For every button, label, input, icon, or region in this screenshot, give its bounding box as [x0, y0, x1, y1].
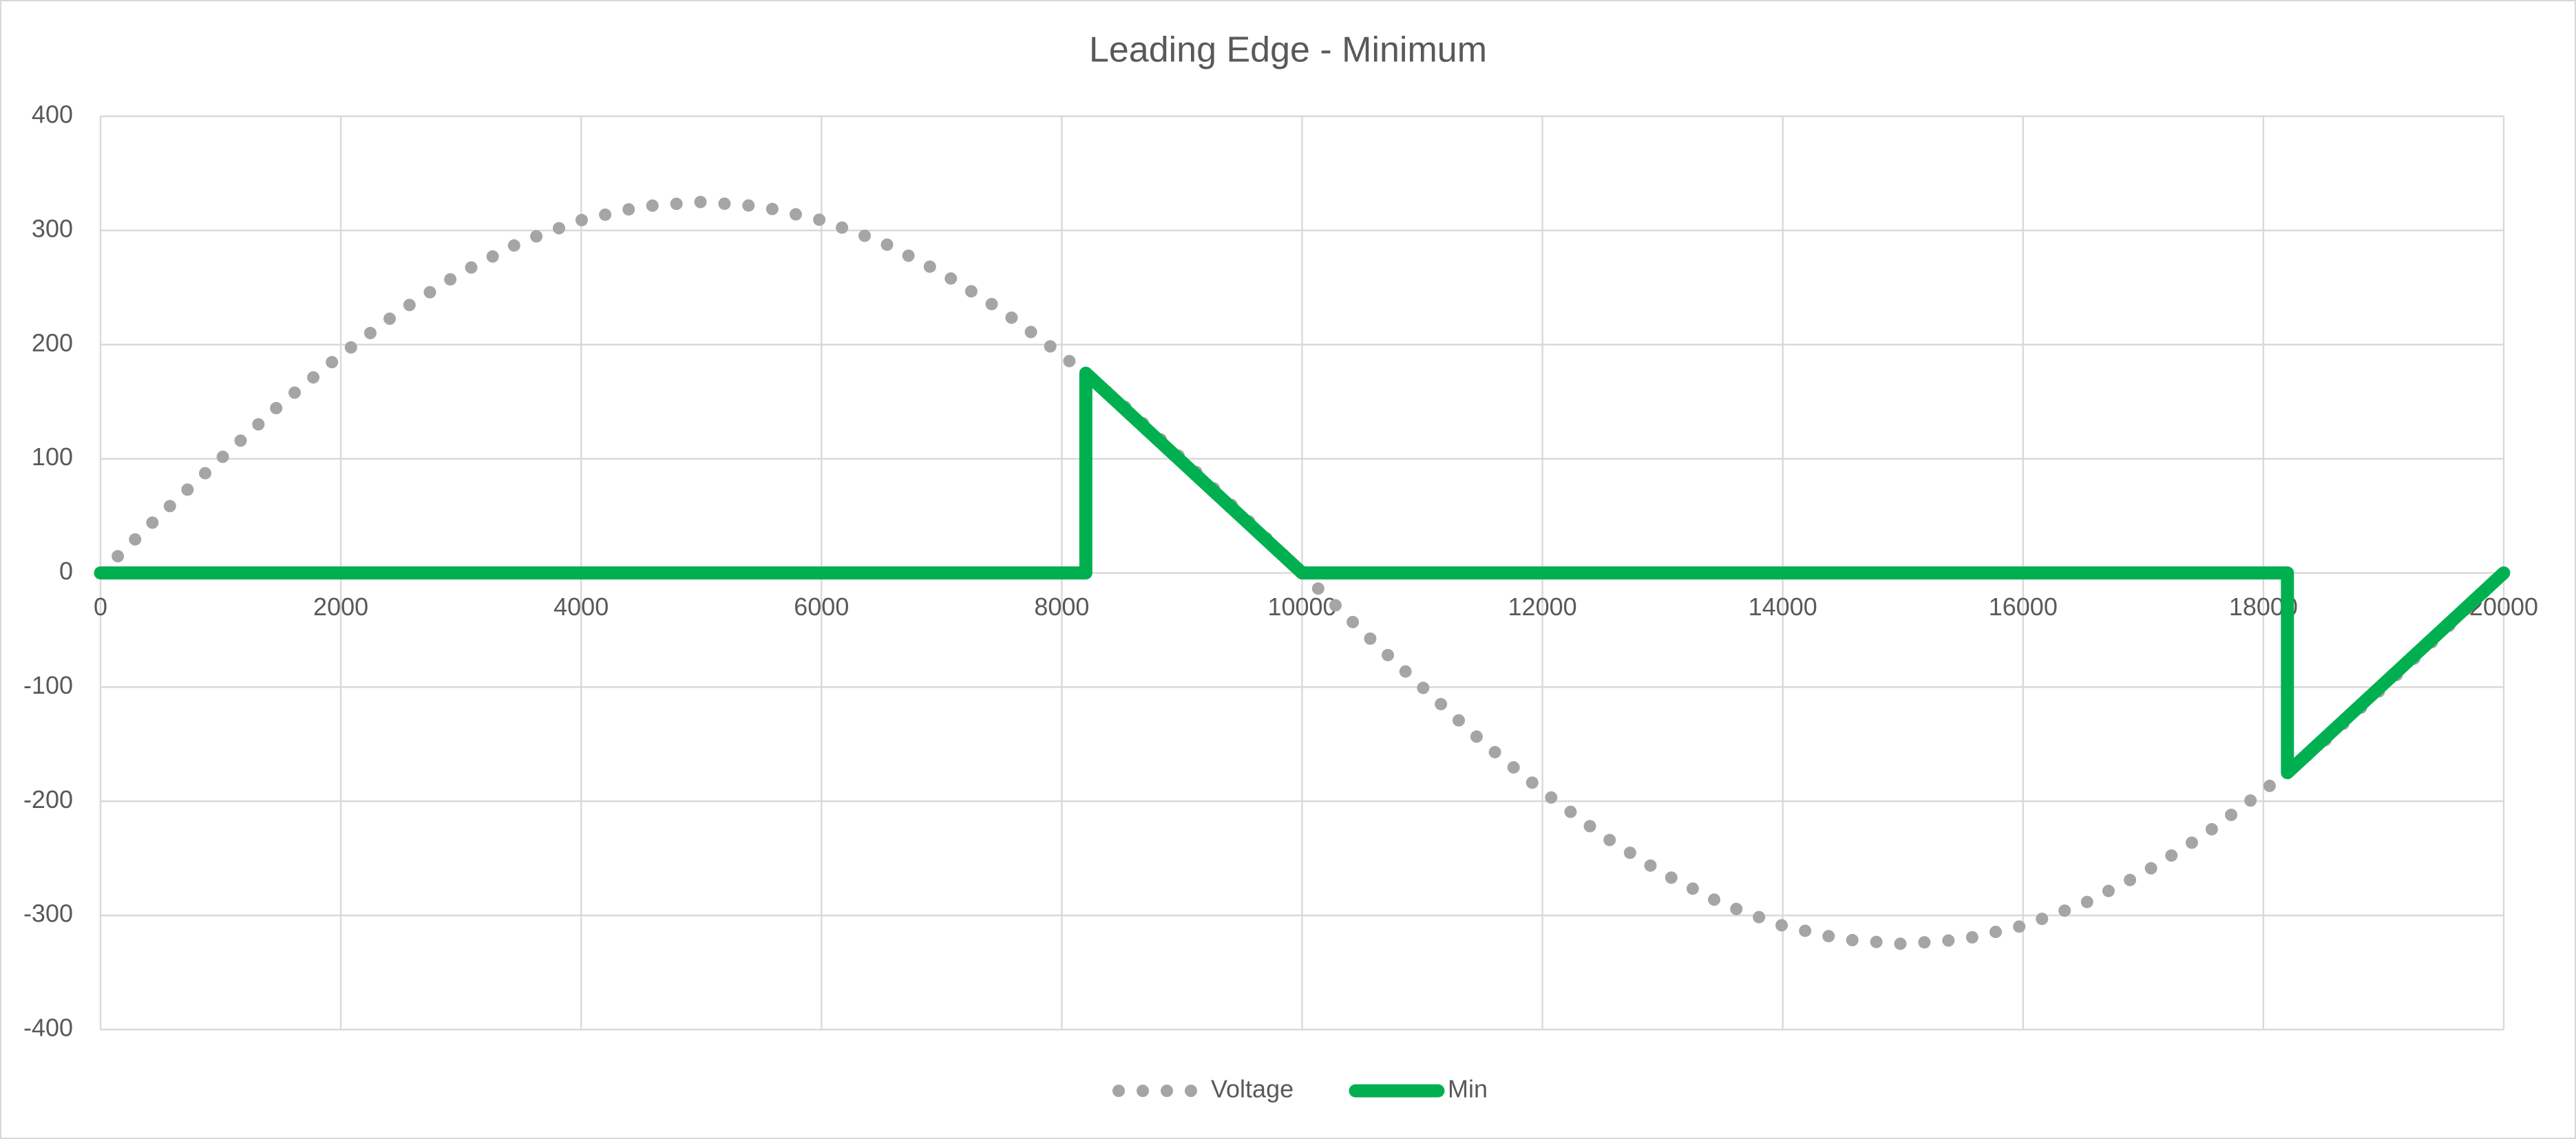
line-series — [94, 366, 2511, 780]
x-tick-label: 14000 — [1749, 593, 1817, 621]
y-tick-label: -400 — [23, 1014, 73, 1042]
x-tick-label: 16000 — [1989, 593, 2058, 621]
x-tick-label: 2000 — [313, 593, 368, 621]
y-tick-label: -300 — [23, 900, 73, 928]
y-tick-label: 300 — [32, 214, 73, 242]
y-tick-label: -200 — [23, 785, 73, 813]
x-tick-label: 6000 — [794, 593, 849, 621]
legend-label: Min — [1448, 1075, 1488, 1103]
y-tick-label: -100 — [23, 671, 73, 699]
x-tick-label: 8000 — [1034, 593, 1089, 621]
chart-title: Leading Edge - Minimum — [1089, 30, 1487, 70]
y-tick-label: 100 — [32, 443, 73, 471]
legend-label: Voltage — [1211, 1075, 1294, 1103]
y-tick-label: 200 — [32, 328, 73, 356]
x-tick-label: 0 — [94, 593, 107, 621]
x-tick-label: 12000 — [1508, 593, 1577, 621]
y-tick-label: 0 — [59, 557, 73, 585]
x-tick-label: 4000 — [553, 593, 609, 621]
x-tick-label: 10000 — [1267, 593, 1336, 621]
y-tick-label: 400 — [32, 100, 73, 129]
